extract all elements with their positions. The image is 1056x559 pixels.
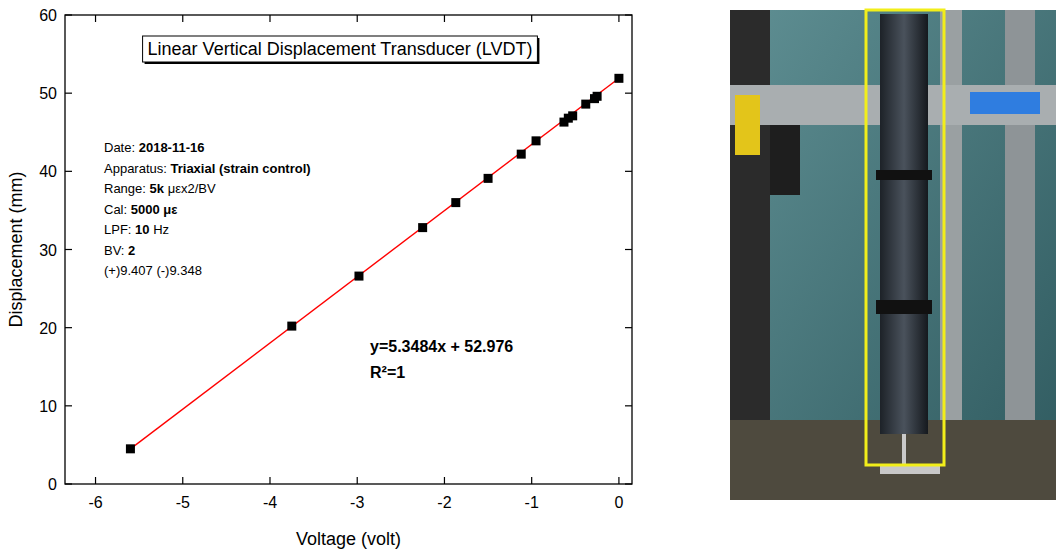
x-tick-top [95, 15, 96, 22]
equation: y=5.3484x + 52.976 [370, 338, 513, 355]
y-tick [65, 14, 72, 15]
info-line: Cal: 5000 με [104, 202, 177, 217]
y-tick-label: 30 [39, 242, 57, 259]
y-axis-title: Displacement (mm) [6, 171, 26, 327]
y-tick-right [625, 93, 632, 94]
info-value: 2018-11-16 [139, 140, 205, 155]
photo-probe [902, 434, 906, 466]
photo [730, 10, 1056, 500]
info-value: 2 [128, 243, 135, 258]
y-tick-right [625, 327, 632, 328]
y-tick [65, 249, 72, 250]
info-line: (+)9.407 (-)9.348 [104, 263, 202, 278]
x-tick-top [182, 15, 183, 22]
x-tick [269, 477, 270, 484]
y-tick-label: 50 [39, 85, 57, 102]
photo-clamp [770, 125, 800, 195]
data-point [581, 100, 590, 109]
x-tick-label: -4 [263, 494, 277, 511]
y-tick-label: 20 [39, 320, 57, 337]
x-tick-top [531, 15, 532, 22]
photo-tape [735, 95, 760, 155]
x-tick [531, 477, 532, 484]
info-line: Date: 2018-11-16 [104, 140, 204, 155]
chart-title: Linear Vertical Displacement Transducer … [148, 39, 533, 59]
x-tick-top [618, 15, 619, 22]
y-tick [65, 93, 72, 94]
photo-highlight [866, 10, 944, 465]
data-point [614, 74, 623, 83]
y-tick [65, 483, 72, 484]
x-tick [182, 477, 183, 484]
data-point [568, 111, 577, 120]
info-line: BV: 2 [104, 243, 135, 258]
info-label: Cal: [104, 202, 127, 217]
x-tick-label: -2 [437, 494, 451, 511]
x-tick-label: -6 [88, 494, 102, 511]
x-tick-label: -1 [525, 494, 539, 511]
info-label: (+)9.407 (-)9.348 [104, 263, 202, 278]
info-value: 5k [150, 181, 165, 196]
page: -6 -5 -4 -3 -2 -1 0 0 10 20 30 40 50 60 Voltage (volt)… [0, 0, 1056, 559]
y-tick [65, 171, 72, 172]
x-tick-top [269, 15, 270, 22]
plot-frame [65, 15, 632, 484]
x-tick [95, 477, 96, 484]
info-value: 5000 με [131, 202, 178, 217]
data-point [532, 136, 541, 145]
y-tick [65, 327, 72, 328]
x-tick-label: 0 [614, 494, 623, 511]
y-tick-label: 40 [39, 163, 57, 180]
x-tick [444, 477, 445, 484]
r-squared: R²=1 [370, 364, 405, 381]
y-tick-right [625, 405, 632, 406]
x-tick [357, 477, 358, 484]
info-label: Range: [104, 181, 146, 196]
x-axis-title: Voltage (volt) [296, 529, 401, 549]
info-unit: Hz [153, 222, 169, 237]
y-tick-label: 60 [39, 7, 57, 24]
x-tick-label: -5 [176, 494, 190, 511]
data-point [451, 198, 460, 207]
data-point [484, 174, 493, 183]
photo-lvdt [880, 14, 928, 434]
info-value: 10 [135, 222, 149, 237]
x-tick-top [357, 15, 358, 22]
info-line: Apparatus: Triaxial (strain control) [104, 161, 311, 176]
x-tick [618, 477, 619, 484]
photo-level [970, 92, 1040, 114]
y-tick-label: 0 [48, 476, 57, 493]
info-label: BV: [104, 243, 124, 258]
photo-bg [730, 10, 1056, 500]
info-value: Triaxial (strain control) [171, 161, 311, 176]
photo-ring [876, 300, 932, 314]
title-box [143, 36, 538, 62]
y-tick-right [625, 171, 632, 172]
y-tick-right [625, 14, 632, 15]
data-point [354, 272, 363, 281]
info-label: Date: [104, 140, 135, 155]
photo-ring [876, 170, 932, 180]
y-tick-right [625, 483, 632, 484]
info-line: LPF: 10 Hz [104, 222, 169, 237]
fit-line [130, 78, 618, 449]
info-label: Apparatus: [104, 161, 167, 176]
data-point [418, 223, 427, 232]
data-point [126, 444, 135, 453]
info-unit: μεx2/BV [168, 181, 216, 196]
data-point [593, 92, 602, 101]
y-tick-right [625, 249, 632, 250]
data-point [287, 322, 296, 331]
info-line: Range: 5k μεx2/BV [104, 181, 216, 196]
x-tick-top [444, 15, 445, 22]
data-point [517, 150, 526, 159]
y-tick [65, 405, 72, 406]
x-tick-label: -3 [350, 494, 364, 511]
y-tick-label: 10 [39, 398, 57, 415]
info-label: LPF: [104, 222, 131, 237]
